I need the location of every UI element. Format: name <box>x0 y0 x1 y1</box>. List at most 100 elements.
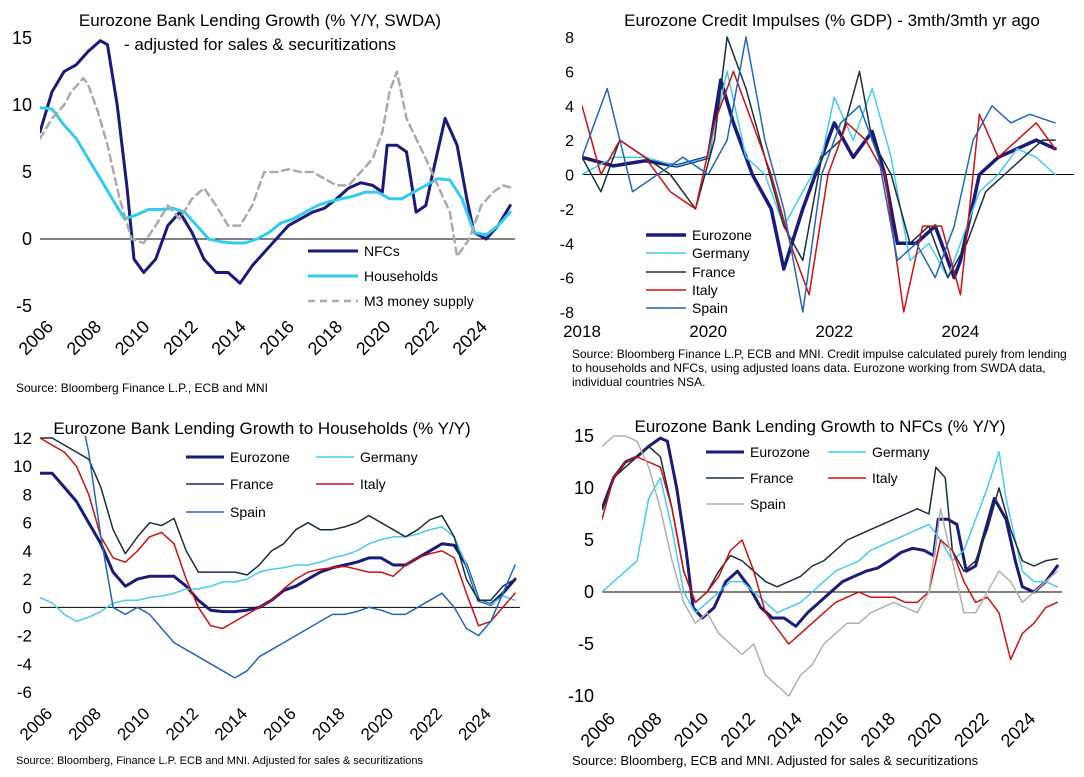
x-tick-label: 2014 <box>207 317 249 359</box>
legend-label: Germany <box>360 449 418 465</box>
y-tick-label: -2 <box>17 627 32 646</box>
x-tick-label: 2008 <box>63 317 105 359</box>
x-tick-label: 2020 <box>903 709 945 751</box>
x-tick-label: 2012 <box>717 709 759 751</box>
x-tick-label: 2012 <box>162 704 202 744</box>
source-note: Source: Bloomberg Finance L.P., ECB and … <box>16 381 268 395</box>
x-tick-label: 2022 <box>815 322 853 341</box>
series-line-spain <box>84 436 516 679</box>
x-tick-label: 2016 <box>256 317 298 359</box>
series-line-spain <box>602 435 1059 697</box>
series-line-france <box>582 36 1056 279</box>
x-tick-label: 2022 <box>950 709 992 751</box>
series-line-italy <box>602 456 1059 661</box>
x-tick-label: 2006 <box>15 317 57 359</box>
series-line-germany <box>602 450 1059 614</box>
legend-label: France <box>750 470 794 486</box>
chart-households: Eurozone Bank Lending Growth to Househol… <box>13 419 520 744</box>
source-note: Source: Bloomberg, Finance L.P. ECB and … <box>16 755 423 767</box>
x-tick-label: 2024 <box>942 322 980 341</box>
chart-title: Eurozone Credit Impulses (% GDP) - 3mth/… <box>624 11 1040 30</box>
y-tick-label: 15 <box>12 28 32 48</box>
x-tick-label: 2010 <box>670 709 712 751</box>
y-tick-label: 6 <box>23 514 32 533</box>
y-tick-label: 4 <box>565 99 574 116</box>
y-tick-label: 2 <box>23 570 32 589</box>
series-line-nfcs <box>40 39 512 285</box>
x-tick-label: 2022 <box>400 317 442 359</box>
legend-label: Italy <box>872 470 898 486</box>
chart-nfcs: Eurozone Bank Lending Growth to NFCs (% … <box>568 417 1062 751</box>
x-tick-label: 2020 <box>352 317 394 359</box>
x-tick-label: 2016 <box>260 704 300 744</box>
series-line-eurozone <box>602 436 1059 628</box>
legend-label: Spain <box>230 504 266 520</box>
chart-title: Eurozone Bank Lending Growth (% Y/Y, SWD… <box>79 11 441 30</box>
series-line-germany <box>40 526 516 623</box>
series-line-italy <box>582 70 1056 313</box>
x-tick-label: 2018 <box>857 709 899 751</box>
y-tick-label: 2 <box>565 133 574 150</box>
legend-label: Eurozone <box>692 227 752 243</box>
y-tick-label: -6 <box>560 271 574 288</box>
x-tick-label: 2020 <box>357 704 397 744</box>
y-tick-label: 6 <box>565 64 574 81</box>
x-tick-label: 2018 <box>308 704 348 744</box>
x-tick-label: 2024 <box>455 704 495 744</box>
x-tick-label: 2014 <box>763 709 805 751</box>
x-tick-label: 2018 <box>304 317 346 359</box>
legend-label: Eurozone <box>230 449 290 465</box>
series-line-eurozone <box>582 78 1057 280</box>
series-line-m3-money-supply <box>40 70 514 258</box>
x-tick-label: 2018 <box>563 322 601 341</box>
y-tick-label: 8 <box>23 485 32 504</box>
x-tick-label: 2006 <box>16 704 56 744</box>
x-tick-label: 2016 <box>810 709 852 751</box>
series-line-spain <box>582 36 1056 313</box>
series-group <box>602 435 1059 697</box>
x-tick-label: 2022 <box>406 704 446 744</box>
y-tick-label: -10 <box>568 686 594 706</box>
y-tick-label: 0 <box>584 582 594 602</box>
y-tick-label: 5 <box>22 162 32 182</box>
y-tick-label: -5 <box>578 634 594 654</box>
series-line-italy <box>40 437 516 630</box>
x-tick-label: 2010 <box>113 704 153 744</box>
y-tick-label: -8 <box>560 305 574 322</box>
legend-label: Spain <box>692 300 728 316</box>
chart-credit-impulses: Eurozone Credit Impulses (% GDP) - 3mth/… <box>560 11 1074 341</box>
x-tick-label: 2010 <box>111 317 153 359</box>
series-line-households <box>40 106 512 245</box>
y-tick-label: -6 <box>17 683 32 702</box>
legend-label: NFCs <box>364 243 400 259</box>
chart-lending-growth: Eurozone Bank Lending Growth (% Y/Y, SWD… <box>12 11 515 359</box>
y-tick-label: -4 <box>560 236 574 253</box>
y-tick-label: 10 <box>12 95 32 115</box>
chart-title: Eurozone Bank Lending Growth to NFCs (% … <box>634 417 1005 436</box>
y-tick-label: 8 <box>565 30 574 47</box>
y-tick-label: 12 <box>13 429 32 448</box>
legend-label: Germany <box>692 245 750 261</box>
series-line-france <box>40 437 516 602</box>
y-tick-label: -2 <box>560 202 574 219</box>
series-line-germany <box>582 70 1056 279</box>
y-tick-label: -5 <box>16 296 32 316</box>
chart-panel-households: Eurozone Bank Lending Growth to Househol… <box>0 404 540 777</box>
y-tick-label: 10 <box>13 457 32 476</box>
chart-title: Eurozone Bank Lending Growth to Househol… <box>53 419 470 438</box>
y-tick-label: 0 <box>23 598 32 617</box>
chart-subtitle: - adjusted for sales & securitizations <box>124 35 396 54</box>
legend-label: Eurozone <box>750 444 810 460</box>
legend-label: Households <box>364 268 438 284</box>
y-tick-label: -4 <box>17 655 32 674</box>
x-tick-label: 2024 <box>449 317 491 359</box>
chart-panel-credit-impulses: Eurozone Credit Impulses (% GDP) - 3mth/… <box>542 0 1084 400</box>
y-tick-label: 10 <box>574 478 594 498</box>
legend-label: M3 money supply <box>364 293 474 309</box>
y-tick-label: 0 <box>22 229 32 249</box>
source-note: Source: Bloomberg Finance L.P, ECB and M… <box>572 347 1067 389</box>
series-group <box>40 436 517 679</box>
y-tick-label: 4 <box>23 542 32 561</box>
legend-label: France <box>230 476 274 492</box>
y-tick-label: 15 <box>574 426 594 446</box>
